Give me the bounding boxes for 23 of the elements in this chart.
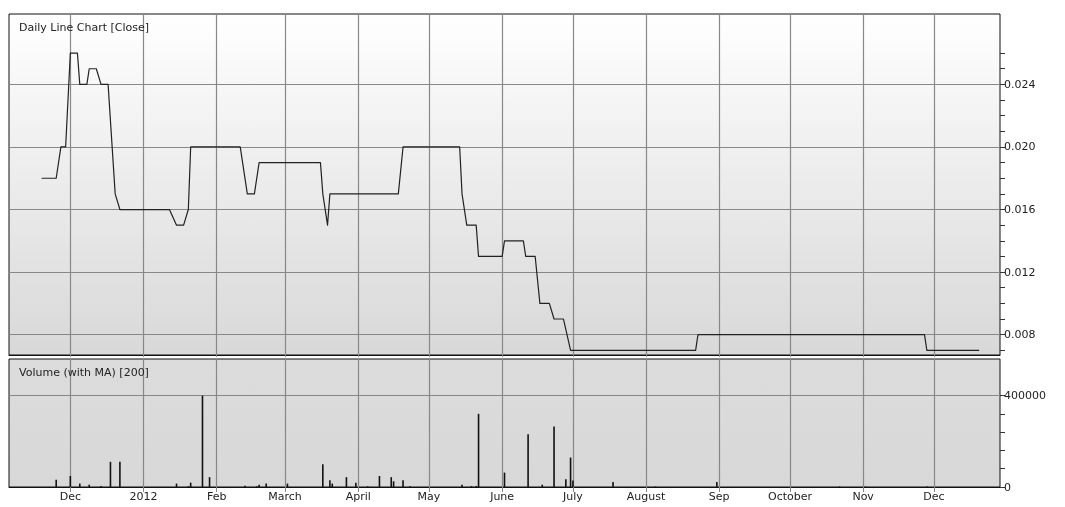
x-tick-label: Feb [206,490,227,503]
y-tick-label: 0.016 [1004,203,1036,217]
y-tick-label: 0 [1004,480,1011,494]
x-tick-label: October [767,490,813,503]
text: Daily Line Chart [Close] [19,21,150,34]
x-tick-label: July [562,490,584,503]
x-tick-label: April [345,490,371,503]
x-tick-label: May [417,490,441,503]
x-tick-label: March [268,490,302,503]
y-tick-label: 0.024 [1004,77,1036,91]
x-tick-label: June [489,490,515,503]
x-tick-label: Sep [708,490,730,503]
y-tick-label: 0.020 [1004,140,1036,154]
text: Volume (with MA) [200] [19,366,149,379]
x-tick-label: Nov [852,490,875,503]
x-tick-label: Dec [923,490,945,503]
y-tick-label: 0.012 [1004,265,1036,279]
x-tick-label: Dec [59,490,81,503]
x-tick-label: August [626,490,666,503]
y-tick-label: 400000 [1004,389,1046,403]
line-series [41,52,980,351]
y-tick-label: 0.008 [1004,328,1036,342]
x-tick-label: 2012 [129,490,158,503]
